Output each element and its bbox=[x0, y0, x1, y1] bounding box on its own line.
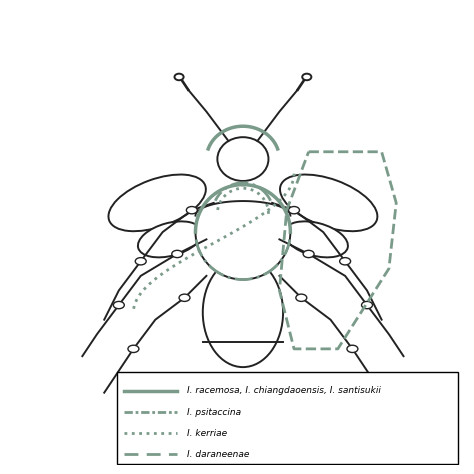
Ellipse shape bbox=[195, 185, 291, 280]
FancyBboxPatch shape bbox=[117, 372, 457, 464]
Ellipse shape bbox=[113, 301, 124, 309]
Ellipse shape bbox=[138, 221, 202, 257]
Ellipse shape bbox=[303, 250, 314, 258]
Ellipse shape bbox=[340, 258, 351, 265]
Ellipse shape bbox=[203, 258, 283, 367]
Ellipse shape bbox=[284, 221, 348, 257]
Ellipse shape bbox=[302, 73, 311, 80]
Ellipse shape bbox=[109, 174, 206, 231]
Ellipse shape bbox=[362, 301, 373, 309]
Text: I. kerriae: I. kerriae bbox=[187, 429, 228, 438]
Ellipse shape bbox=[135, 258, 146, 265]
Ellipse shape bbox=[128, 345, 139, 353]
Ellipse shape bbox=[289, 207, 300, 214]
Ellipse shape bbox=[347, 345, 358, 353]
Text: I. racemosa, I. chiangdaoensis, I. santisukii: I. racemosa, I. chiangdaoensis, I. santi… bbox=[187, 386, 381, 395]
Ellipse shape bbox=[280, 174, 377, 231]
Ellipse shape bbox=[179, 294, 190, 301]
Ellipse shape bbox=[218, 137, 268, 181]
Ellipse shape bbox=[174, 73, 183, 80]
Ellipse shape bbox=[296, 294, 307, 301]
Ellipse shape bbox=[186, 207, 197, 214]
Text: I. psitaccina: I. psitaccina bbox=[187, 408, 242, 417]
Ellipse shape bbox=[172, 250, 182, 258]
Text: I. daraneenae: I. daraneenae bbox=[187, 450, 250, 458]
